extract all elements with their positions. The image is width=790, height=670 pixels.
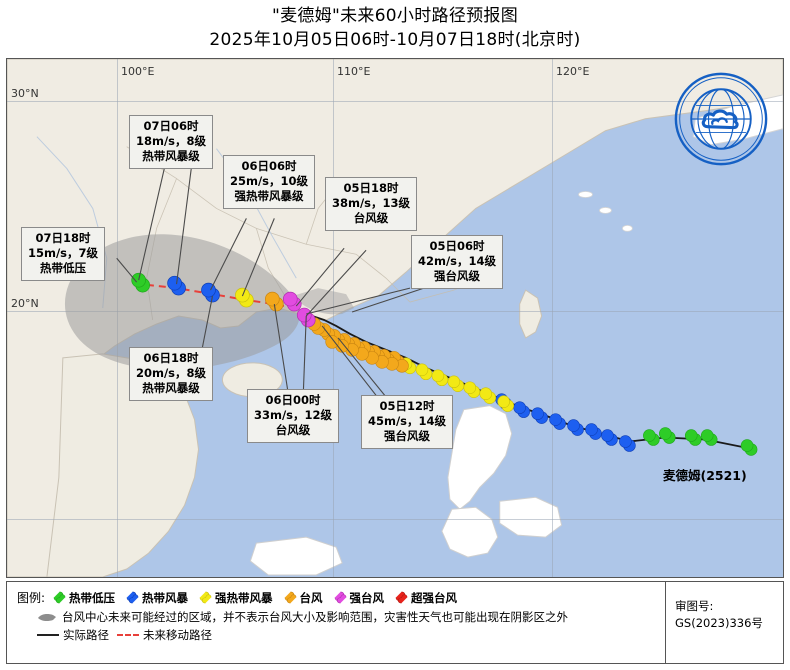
callout-05-18: 05日18时 38m/s，13级 台风级 xyxy=(325,177,418,231)
legend-item-typhoon: 台风 xyxy=(284,590,323,606)
legend-category-row: 图例: 热带低压 热带风暴 xyxy=(17,589,665,606)
callout-06-00: 06日00时 33m/s，12级 台风级 xyxy=(247,389,340,443)
legend-label-text: 热带低压 xyxy=(69,590,116,605)
title-line-2: 2025年10月05日06时-10月07日18时(北京时) xyxy=(209,30,581,50)
callout-wind: 18m/s，8级 xyxy=(136,134,207,148)
callout-category: 强台风级 xyxy=(384,429,431,443)
legend-item-tropical-depression: 热带低压 xyxy=(53,590,115,606)
gridline-110e xyxy=(333,59,334,577)
legend-title: 图例: xyxy=(17,591,46,605)
legend-item-super-typhoon: 超强台风 xyxy=(395,590,457,606)
gridline-20n xyxy=(7,311,783,312)
callout-wind: 25m/s，10级 xyxy=(230,174,309,188)
gridline-30n xyxy=(7,101,783,102)
legend-label-text: 强热带风暴 xyxy=(215,590,273,605)
legend-label-text: 台风 xyxy=(299,590,323,605)
legend-track-row: 实际路径 未来移动路径 xyxy=(17,627,665,643)
callout-wind: 33m/s，12级 xyxy=(254,408,333,422)
legend-label-text: 热带风暴 xyxy=(142,590,189,605)
coord-label-30n: 30°N xyxy=(11,87,39,100)
legend-forecast-track-label: 未来移动路径 xyxy=(143,628,212,642)
callout-category: 热带低压 xyxy=(40,261,87,275)
legend-item-tropical-storm: 热带风暴 xyxy=(126,590,188,606)
callout-category: 热带风暴级 xyxy=(142,149,200,163)
typhoon-symbol-red-icon xyxy=(395,591,408,604)
approval-label: 审图号: xyxy=(675,599,714,613)
callout-category: 强台风级 xyxy=(434,269,481,283)
legend-panel: 图例: 热带低压 热带风暴 xyxy=(6,581,784,664)
legend-label-text: 超强台风 xyxy=(411,590,458,605)
callout-time: 05日12时 xyxy=(379,399,435,413)
coord-label-100e: 100°E xyxy=(121,65,155,78)
approval-number: GS(2023)336号 xyxy=(675,616,763,630)
callout-wind: 42m/s，14级 xyxy=(418,254,497,268)
actual-track-icon xyxy=(37,634,59,636)
typhoon-symbol-orange-icon xyxy=(284,591,296,604)
legend-actual-track-label: 实际路径 xyxy=(63,628,109,642)
callout-wind: 15m/s，7级 xyxy=(28,246,99,260)
callout-time: 06日18时 xyxy=(143,351,199,365)
callout-category: 热带风暴级 xyxy=(142,381,200,395)
track-point-group-ty xyxy=(307,317,409,373)
meteorological-bureau-logo xyxy=(674,72,768,166)
legend-cone-note: 台风中心未来可能经过的区域，并不表示台风大小及影响范围，灾害性天气也可能出现在阴… xyxy=(62,610,568,624)
track-point-group-sty xyxy=(282,291,316,328)
callout-05-12: 05日12时 45m/s，14级 强台风级 xyxy=(361,395,454,449)
callout-time: 07日06时 xyxy=(143,119,199,133)
title-line-1: "麦德姆"未来60小时路径预报图 xyxy=(271,6,519,26)
legend-main: 图例: 热带低压 热带风暴 xyxy=(7,582,665,663)
callout-category: 强热带风暴级 xyxy=(234,189,304,203)
typhoon-symbol-green-icon xyxy=(53,591,66,604)
legend-label-text: 强台风 xyxy=(349,590,385,605)
callout-wind: 20m/s，8级 xyxy=(136,366,207,380)
gridline-10n xyxy=(7,519,783,520)
coord-label-110e: 110°E xyxy=(337,65,371,78)
callout-time: 06日00时 xyxy=(265,393,321,407)
typhoon-symbol-magenta-icon xyxy=(334,591,346,604)
legend-item-severe-typhoon: 强台风 xyxy=(334,590,385,606)
callout-time: 05日06时 xyxy=(429,239,485,253)
callout-wind: 38m/s，13级 xyxy=(332,196,411,210)
callout-06-18: 06日18时 20m/s，8级 热带风暴级 xyxy=(129,347,214,401)
map-approval-block: 审图号: GS(2023)336号 xyxy=(665,582,783,663)
callout-07-18: 07日18时 15m/s，7级 热带低压 xyxy=(21,227,106,281)
callout-time: 06日06时 xyxy=(241,159,297,173)
forecast-track-icon xyxy=(117,634,139,636)
callout-time: 07日18时 xyxy=(35,231,91,245)
typhoon-symbol-yellow-icon xyxy=(199,591,212,604)
typhoon-track-layer xyxy=(64,234,758,456)
forecast-cone-icon xyxy=(38,613,56,621)
track-point-group-td xyxy=(643,427,758,456)
legend-item-severe-tropical-storm: 强热带风暴 xyxy=(199,590,273,606)
callout-time: 05日18时 xyxy=(343,181,399,195)
storm-name-label: 麦德姆(2521) xyxy=(663,468,747,483)
callout-06-06: 06日06时 25m/s，10级 强热带风暴级 xyxy=(223,155,316,209)
coord-label-20n: 20°N xyxy=(11,297,39,310)
map-canvas[interactable]: 100°E 110°E 120°E 30°N 20°N xyxy=(6,58,784,578)
forecast-cone xyxy=(64,234,300,370)
callout-category: 台风级 xyxy=(353,211,389,225)
callout-category: 台风级 xyxy=(275,423,311,437)
track-point-group-ts xyxy=(495,393,636,452)
track-point-group-sts xyxy=(399,357,514,412)
legend-cone-row: 台风中心未来可能经过的区域，并不表示台风大小及影响范围，灾害性天气也可能出现在阴… xyxy=(17,609,665,625)
typhoon-symbol-blue-icon xyxy=(126,591,139,604)
gridline-120e xyxy=(552,59,553,577)
callout-leader-lines xyxy=(116,158,431,424)
callout-07-06: 07日06时 18m/s，8级 热带风暴级 xyxy=(129,115,214,169)
callout-wind: 45m/s，14级 xyxy=(368,414,447,428)
page-title: "麦德姆"未来60小时路径预报图 2025年10月05日06时-10月07日18… xyxy=(0,0,790,56)
coord-label-120e: 120°E xyxy=(556,65,590,78)
map-inner: 100°E 110°E 120°E 30°N 20°N xyxy=(7,59,783,577)
callout-05-06: 05日06时 42m/s，14级 强台风级 xyxy=(411,235,504,289)
